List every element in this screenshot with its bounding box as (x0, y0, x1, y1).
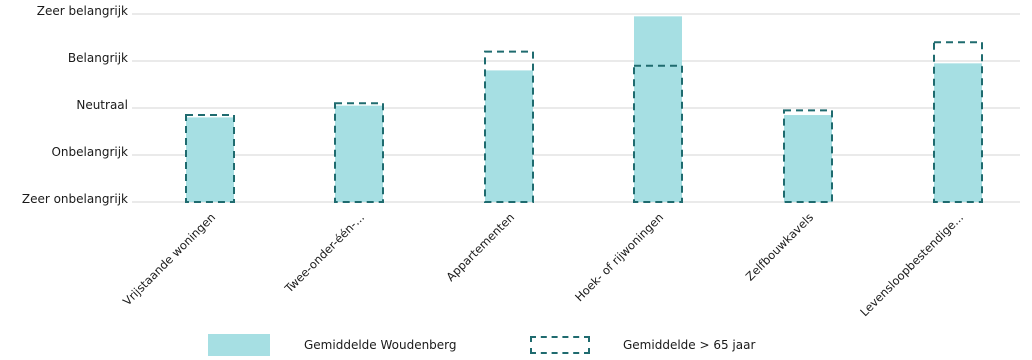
bar-woudenberg (784, 115, 832, 202)
bar-65-plus-outline (783, 109, 833, 203)
bar-65-plus-outline (484, 50, 534, 203)
x-tick-label: Twee-onder-één-... (281, 210, 367, 296)
bar-chart: Zeer onbelangrijk Onbelangrijk Neutraal Bel… (22, 4, 1020, 319)
x-tick-label: Levensloopbestendige... (857, 210, 966, 319)
y-tick-label: Neutraal (76, 98, 128, 112)
bars (185, 16, 983, 204)
bar-woudenberg (634, 16, 682, 202)
y-tick-label: Belangrijk (68, 51, 128, 65)
legend: Gemiddelde Woudenberg Gemiddelde > 65 ja… (0, 334, 1032, 360)
x-axis-tick-labels: Vrijstaande woningen Twee-onder-één-... Ap… (120, 210, 966, 319)
x-tick-label: Vrijstaande woningen (120, 210, 218, 308)
y-axis-tick-labels: Zeer onbelangrijk Onbelangrijk Neutraal Bel… (22, 4, 128, 206)
y-tick-label: Zeer onbelangrijk (22, 192, 128, 206)
legend-swatch-dashed (530, 336, 590, 354)
legend-item-65-plus: Gemiddelde > 65 jaar (530, 336, 755, 354)
x-tick-label: Appartementen (443, 210, 517, 284)
bar-65-plus-outline (185, 114, 235, 203)
bar-65-plus-outline (633, 64, 683, 203)
y-tick-label: Zeer belangrijk (37, 4, 128, 18)
legend-item-woudenberg: Gemiddelde Woudenberg (208, 334, 457, 356)
bar-woudenberg (186, 117, 234, 202)
bar-65-plus-outline (933, 41, 983, 204)
x-tick-label: Zelfbouwkavels (743, 210, 816, 283)
bar-woudenberg (335, 105, 383, 202)
bar-65-plus-outline (334, 102, 384, 203)
x-tick-label: Hoek- of rijwoningen (572, 210, 666, 304)
grid-lines (132, 13, 1020, 203)
bar-woudenberg (485, 70, 533, 203)
bar-woudenberg (934, 63, 982, 202)
y-tick-label: Onbelangrijk (51, 145, 128, 159)
legend-swatch-solid (208, 334, 270, 356)
legend-label-65-plus: Gemiddelde > 65 jaar (623, 338, 756, 352)
legend-label-woudenberg: Gemiddelde Woudenberg (304, 338, 457, 352)
